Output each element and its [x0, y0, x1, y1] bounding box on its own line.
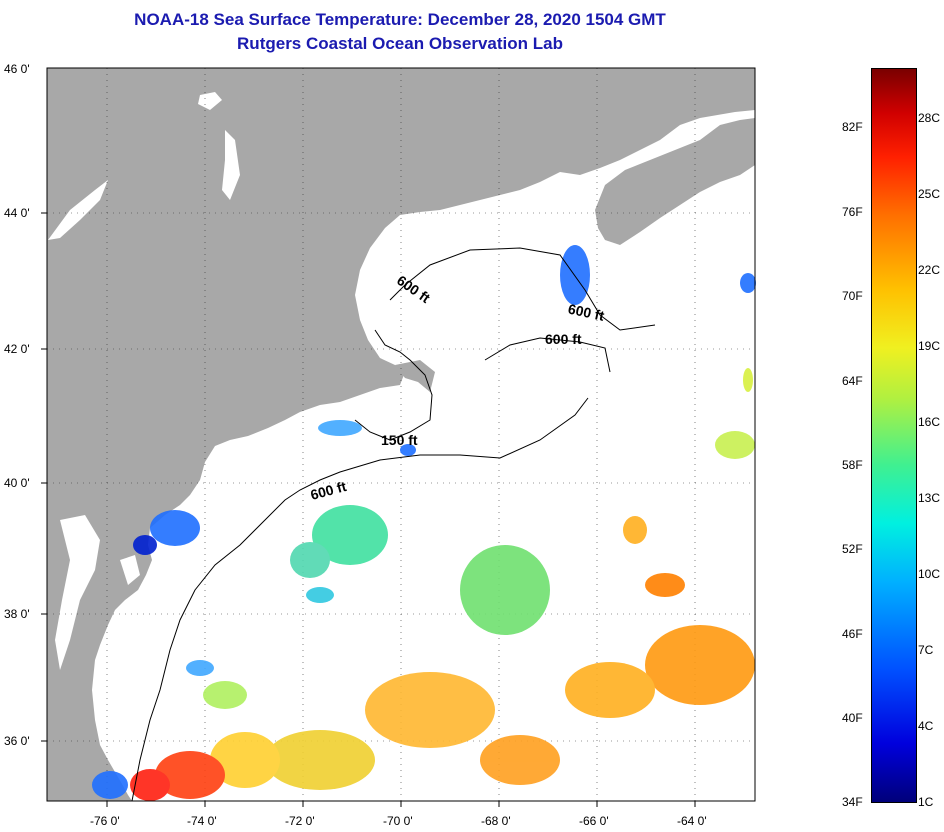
- sst-patch: [480, 735, 560, 785]
- axis-ticks: [41, 212, 696, 807]
- lon-label: -68 0': [481, 814, 511, 828]
- map-subtitle: Rutgers Coastal Ocean Observation Lab: [237, 34, 563, 53]
- sst-patch: [460, 545, 550, 635]
- isobath-600-shelf: [131, 397, 589, 802]
- colorbar-c-label: 1C: [918, 795, 934, 809]
- colorbar-c-label: 19C: [918, 339, 941, 353]
- lon-label: -70 0': [383, 814, 413, 828]
- colorbar-c-label: 10C: [918, 567, 941, 581]
- isobath-label: 600 ft: [567, 301, 606, 324]
- sst-patch: [743, 368, 753, 392]
- sst-patches: [92, 245, 756, 801]
- colorbar-c-label: 22C: [918, 263, 941, 277]
- sst-patch: [645, 573, 685, 597]
- isobath-lines: [131, 247, 656, 802]
- sst-patch: [186, 660, 214, 676]
- sst-patch: [210, 732, 280, 788]
- lake-shape: [48, 180, 108, 240]
- sound-shape: [215, 410, 330, 458]
- lat-label: 42 0': [4, 342, 30, 356]
- colorbar-f-label: 76F: [842, 205, 863, 219]
- colorbar-c-label: 13C: [918, 491, 941, 505]
- lat-label: 46 0': [4, 62, 30, 76]
- lon-label: -74 0': [187, 814, 217, 828]
- sst-patch: [306, 587, 334, 603]
- sst-patch: [623, 516, 647, 544]
- colorbar-c-label: 4C: [918, 719, 934, 733]
- colorbar-f-label: 82F: [842, 120, 863, 134]
- sst-patch: [740, 273, 756, 293]
- temperature-colorbar: [871, 68, 917, 803]
- lake-shape: [198, 92, 222, 110]
- colorbar-f-label: 70F: [842, 289, 863, 303]
- sst-patch: [312, 505, 388, 565]
- lat-label: 36 0': [4, 734, 30, 748]
- land-cape-cod: [395, 360, 435, 392]
- sst-patch: [130, 769, 170, 801]
- colorbar-c-label: 16C: [918, 415, 941, 429]
- colorbar-f-label: 46F: [842, 627, 863, 641]
- isobath-600-georges: [484, 337, 611, 373]
- sst-patch: [155, 751, 225, 799]
- colorbar-f-label: 64F: [842, 374, 863, 388]
- lat-label: 38 0': [4, 607, 30, 621]
- sst-patch: [92, 771, 128, 799]
- sst-patch: [318, 420, 362, 436]
- colorbar-f-label: 58F: [842, 458, 863, 472]
- lon-label: -76 0': [90, 814, 120, 828]
- isobath-150: [354, 329, 433, 441]
- lon-label: -66 0': [579, 814, 609, 828]
- lat-label: 44 0': [4, 206, 30, 220]
- land-us-coast: [47, 68, 755, 801]
- lon-label: -72 0': [285, 814, 315, 828]
- colorbar-f-label: 34F: [842, 795, 863, 809]
- sst-patch: [150, 510, 200, 546]
- isobath-label: 150 ft: [381, 432, 418, 448]
- lon-label: -64 0': [677, 814, 707, 828]
- sst-patch: [203, 681, 247, 709]
- colorbar-f-label: 40F: [842, 711, 863, 725]
- map-title: NOAA-18 Sea Surface Temperature: Decembe…: [134, 10, 666, 29]
- isobath-label: 600 ft: [545, 331, 582, 347]
- sst-patch: [365, 672, 495, 748]
- sst-patch: [560, 245, 590, 305]
- colorbar-c-label: 25C: [918, 187, 941, 201]
- sst-patch: [715, 431, 755, 459]
- isobath-600-gom: [389, 247, 656, 331]
- sst-patch: [290, 542, 330, 578]
- sst-patch: [265, 730, 375, 790]
- bay-shape: [55, 515, 100, 670]
- bay-shape: [120, 555, 140, 585]
- sst-patch: [645, 625, 755, 705]
- colorbar-f-label: 52F: [842, 542, 863, 556]
- lake-shape: [222, 130, 240, 200]
- sst-patch: [133, 535, 157, 555]
- lat-label: 40 0': [4, 476, 30, 490]
- colorbar-c-label: 7C: [918, 643, 934, 657]
- sst-patch: [400, 444, 416, 456]
- colorbar-c-label: 28C: [918, 111, 941, 125]
- sst-patch: [565, 662, 655, 718]
